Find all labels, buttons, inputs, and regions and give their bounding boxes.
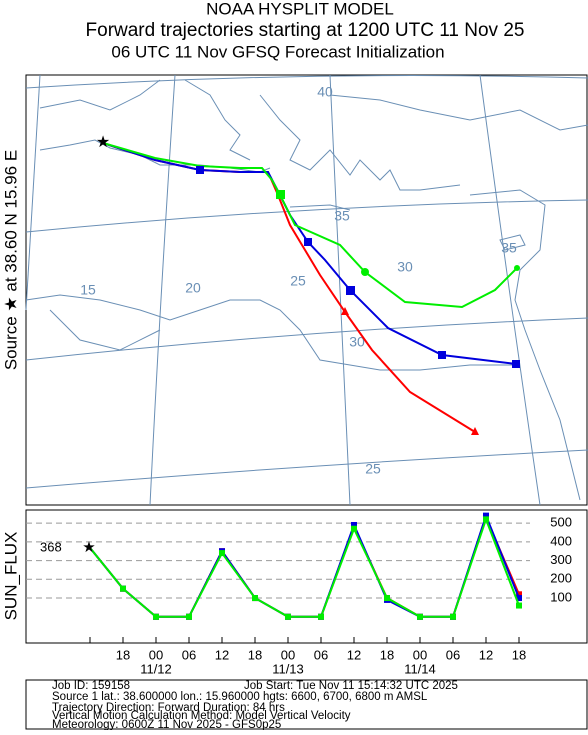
y-tick-label: 500: [550, 515, 572, 530]
title: Forward trajectories starting at 1200 UT…: [86, 20, 525, 41]
series-line: [89, 516, 520, 618]
point: [252, 595, 258, 602]
x-tick-label: 06: [446, 647, 460, 662]
grid-label: 25: [365, 461, 381, 477]
point: [516, 591, 522, 598]
point: [483, 512, 489, 519]
point: [120, 585, 126, 592]
trajectory-markers: ★: [96, 134, 520, 435]
date-label: 11/13: [272, 661, 304, 676]
date-label: 11/12: [140, 661, 172, 676]
x-tick-label: 12: [347, 647, 361, 662]
x-tick-label: 00: [413, 647, 427, 662]
footer-text: Vertical Motion Calculation Method: Mode…: [52, 710, 351, 722]
x-tick-label: 18: [248, 647, 262, 662]
grid-label: 35: [334, 208, 350, 224]
footer-frame: [25, 679, 588, 730]
footer-text: Trajectory Direction: Forward Duration: …: [52, 702, 285, 714]
grid-label: 20: [185, 280, 201, 296]
point: [219, 550, 225, 557]
point: [351, 525, 357, 532]
x-tick-label: 06: [314, 647, 328, 662]
svg-text:★: ★: [96, 134, 110, 151]
chart: 100 200 300 400 500 18 00 06 12 18 00 06 12 18 00 06 12 1…: [26, 512, 572, 676]
grid-label: 15: [80, 282, 96, 298]
grid-label: 25: [290, 273, 306, 289]
subtitle: 06 UTC 11 Nov GFSQ Forecast Initializati…: [111, 42, 444, 61]
x-tick-label: 18: [116, 647, 130, 662]
point: [450, 613, 456, 620]
point: [186, 613, 192, 620]
map-grid: [25, 74, 588, 506]
point: [285, 613, 291, 620]
start-marker: ★: [82, 539, 95, 556]
x-tick-label: 00: [281, 647, 295, 662]
grid-label: 30: [349, 334, 365, 350]
x-tick-label: 12: [215, 647, 229, 662]
point: [318, 613, 324, 620]
footer-text: Source 1 lat.: 38.600000 lon.: 15.960000…: [52, 691, 428, 703]
trajectory-green: [102, 142, 518, 309]
point: [516, 602, 522, 609]
y-tick-label: 200: [550, 571, 572, 586]
coastline: [25, 79, 588, 501]
y-tick-label: 100: [550, 589, 572, 604]
grid-label: 40: [317, 84, 333, 100]
x-tick-label: 12: [479, 647, 493, 662]
y-tick-label: 300: [550, 552, 572, 567]
footer-text: Job ID: 159158: [52, 680, 130, 692]
grid-label: 35: [501, 240, 517, 256]
chart-frame: [25, 509, 588, 644]
y-tick-label: 400: [550, 533, 572, 548]
side-label: Source ★ at 38.60 N 15.96 E: [1, 150, 20, 370]
point: [384, 595, 390, 602]
start-value-label: 368: [40, 539, 62, 554]
title: NOAA HYSPLIT MODEL: [206, 0, 394, 18]
point: [417, 613, 423, 620]
x-tick-label: 06: [182, 647, 196, 662]
point: [483, 516, 489, 523]
grid-labels: 40 35 30 25 15 20 25 30 35: [80, 84, 517, 477]
x-tick-label: 18: [512, 647, 526, 662]
point: [516, 595, 522, 602]
grid-label: 30: [397, 259, 413, 275]
point: [153, 613, 159, 620]
point: [351, 521, 357, 528]
date-label: 11/14: [404, 661, 436, 676]
x-tick-label: 18: [380, 647, 394, 662]
y-axis-label: SUN_FLUX: [1, 532, 20, 621]
footer-text: Meteorology: 0600Z 11 Nov 2025 - GFS0p25: [52, 719, 281, 730]
x-tick-label: 00: [149, 647, 163, 662]
footer-text: Job Start: Tue Nov 11 15:14:32 UTC 2025: [244, 680, 458, 692]
